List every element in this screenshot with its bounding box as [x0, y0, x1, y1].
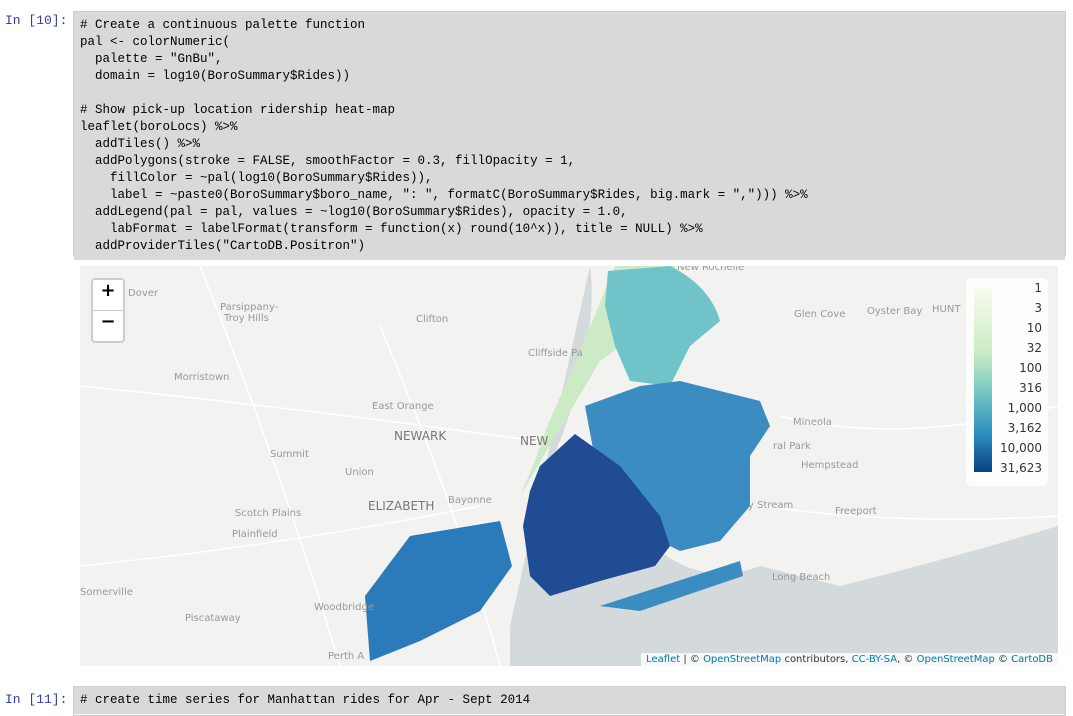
attribution-link[interactable]: Leaflet	[646, 654, 681, 665]
attribution-text: , ©	[897, 654, 917, 665]
map-tiles	[80, 266, 1058, 666]
place-label: Freeport	[835, 506, 877, 517]
cell-prompt: In [10]:	[5, 13, 68, 28]
place-label: ELIZABETH	[368, 499, 435, 513]
code-line: addPolygons(stroke = FALSE, smoothFactor…	[80, 154, 576, 168]
rockaway	[600, 561, 743, 611]
place-label: ral Park	[773, 441, 811, 452]
attribution-link[interactable]: OpenStreetMap	[916, 654, 995, 665]
code-line: addProviderTiles("CartoDB.Positron")	[80, 239, 366, 253]
brooklyn	[523, 434, 670, 596]
place-label: Scotch Plains	[235, 508, 302, 519]
code-cell[interactable]: # Create a continuous palette function pa…	[73, 11, 1066, 260]
legend-label: 100	[1019, 361, 1042, 375]
place-label: New Rochelle	[677, 266, 745, 273]
legend-label: 316	[1019, 381, 1042, 395]
attribution-link[interactable]: CartoDB	[1011, 654, 1053, 665]
place-label: NEWARK	[394, 429, 447, 443]
code-line: # create time series for Manhattan rides…	[80, 693, 531, 707]
code-line: label = ~paste0(BoroSummary$boro_name, "…	[80, 188, 808, 202]
bronx	[605, 266, 720, 386]
legend-label: 31,623	[1000, 461, 1042, 475]
code-line: domain = log10(BoroSummary$Rides))	[80, 69, 351, 83]
attribution-text: | ©	[680, 654, 704, 665]
place-label: Perth A	[328, 651, 365, 662]
place-label: HUNT	[932, 304, 961, 315]
place-label: Hempstead	[801, 460, 859, 471]
place-label: y Stream	[748, 500, 794, 511]
attribution-link[interactable]: CC-BY-SA	[851, 654, 898, 665]
zoom-control: + −	[91, 278, 125, 343]
place-label: Union	[345, 467, 374, 478]
place-label: Cliffside Pa	[528, 348, 583, 359]
code: # Create a continuous palette function pa…	[74, 12, 1065, 260]
place-label: Dover	[128, 288, 158, 299]
attribution-text: ©	[994, 654, 1012, 665]
code-line: pal <- colorNumeric(	[80, 35, 231, 49]
code-line: labFormat = labelFormat(transform = func…	[80, 222, 703, 236]
place-label: Woodbridge	[314, 602, 374, 613]
legend-label: 3,162	[1007, 421, 1042, 435]
code: # create time series for Manhattan rides…	[74, 687, 1065, 714]
code-line: addTiles() %>%	[80, 137, 201, 151]
place-label: Plainfield	[232, 529, 278, 540]
zoom-out[interactable]: −	[93, 310, 123, 341]
code-line: leaflet(boroLocs) %>%	[80, 120, 238, 134]
legend-label: 10	[1026, 321, 1042, 335]
attribution-link[interactable]: OpenStreetMap	[703, 654, 782, 665]
code-line: addLegend(pal = pal, values = ~log10(Bor…	[80, 205, 628, 219]
place-label: Bayonne	[448, 495, 492, 506]
place-label: Somerville	[80, 587, 133, 598]
place-label: Glen Cove	[794, 309, 846, 320]
place-label: Mineola	[793, 417, 832, 428]
place-label: Oyster Bay	[867, 306, 923, 317]
place-label: Troy Hills	[224, 313, 269, 324]
place-label: East Orange	[372, 401, 434, 412]
code-cell[interactable]: # create time series for Manhattan rides…	[73, 686, 1066, 716]
legend-label: 32	[1026, 341, 1042, 355]
place-label: Long Beach	[772, 572, 831, 583]
place-label: NEW	[520, 434, 549, 448]
cell-prompt: In [11]:	[5, 692, 68, 707]
legend: 1 3 10 32 100 316 1,000 3,162 10,000 31,623	[966, 278, 1048, 486]
legend-label: 1	[1034, 281, 1042, 295]
place-label: Clifton	[416, 314, 449, 325]
legend-label: 1,000	[1007, 401, 1042, 415]
attribution: Leaflet | © OpenStreetMap contributors, …	[641, 653, 1058, 666]
legend-label: 10,000	[1000, 441, 1042, 455]
legend-label: 3	[1034, 301, 1042, 315]
place-label: Morristown	[174, 372, 230, 383]
place-label: Summit	[270, 449, 309, 460]
staten-island	[365, 521, 512, 661]
zoom-in[interactable]: +	[100, 280, 116, 301]
code-line: fillColor = ~pal(log10(BoroSummary$Rides…	[80, 171, 433, 185]
attribution-text: contributors,	[781, 654, 852, 665]
place-label: Piscataway	[185, 613, 241, 624]
code-line: palette = "GnBu",	[80, 52, 223, 66]
map[interactable]: New Rochelle Dover Parsippany- Troy Hills Cl…	[80, 266, 1058, 666]
code-line: # Create a continuous palette function	[80, 18, 366, 32]
code-line: # Show pick-up location ridership heat-m…	[80, 103, 396, 117]
code-line	[80, 85, 1059, 102]
legend-gradient	[974, 288, 992, 472]
place-label: Parsippany-	[220, 302, 279, 313]
